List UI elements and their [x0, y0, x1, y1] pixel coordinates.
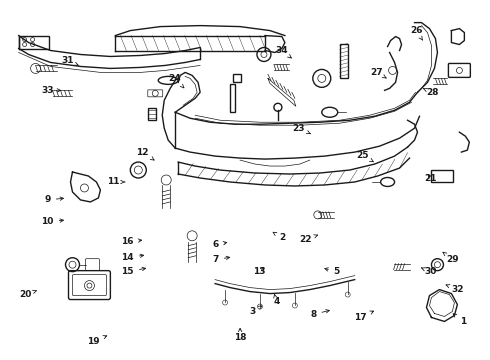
Text: 31: 31: [61, 56, 79, 66]
Text: 22: 22: [299, 235, 318, 244]
Text: 4: 4: [273, 294, 279, 306]
Bar: [233, 75, 241, 82]
Text: 23: 23: [293, 124, 310, 134]
Text: 33: 33: [41, 86, 60, 95]
Bar: [432, 170, 453, 182]
Text: 26: 26: [410, 26, 422, 40]
Text: 17: 17: [354, 311, 373, 322]
Text: 10: 10: [42, 217, 64, 226]
Text: 1: 1: [453, 314, 466, 326]
Text: 15: 15: [122, 267, 146, 276]
Text: 24: 24: [169, 74, 184, 88]
Text: 27: 27: [370, 68, 386, 78]
Text: 7: 7: [213, 255, 230, 264]
Text: 32: 32: [446, 285, 465, 294]
Bar: [340, 44, 348, 78]
Text: 5: 5: [325, 267, 340, 276]
Text: 21: 21: [424, 174, 437, 183]
Text: 14: 14: [122, 253, 144, 262]
Bar: [19, 36, 49, 49]
Text: 12: 12: [136, 148, 154, 160]
Text: 30: 30: [421, 267, 437, 276]
Text: 9: 9: [45, 195, 63, 204]
Text: 13: 13: [253, 267, 266, 276]
Text: 8: 8: [310, 310, 329, 319]
Text: 3: 3: [250, 306, 262, 316]
Text: 18: 18: [234, 328, 246, 342]
Text: 11: 11: [107, 177, 125, 186]
Bar: [148, 108, 156, 120]
Text: 29: 29: [443, 252, 459, 264]
Text: 16: 16: [122, 237, 142, 246]
Bar: [230, 84, 235, 112]
Text: 25: 25: [356, 150, 374, 162]
Text: 19: 19: [87, 336, 107, 346]
Text: 2: 2: [273, 232, 285, 242]
Text: 28: 28: [423, 88, 439, 97]
Text: 20: 20: [19, 290, 37, 299]
Text: 34: 34: [276, 46, 292, 58]
Text: 6: 6: [213, 240, 227, 249]
